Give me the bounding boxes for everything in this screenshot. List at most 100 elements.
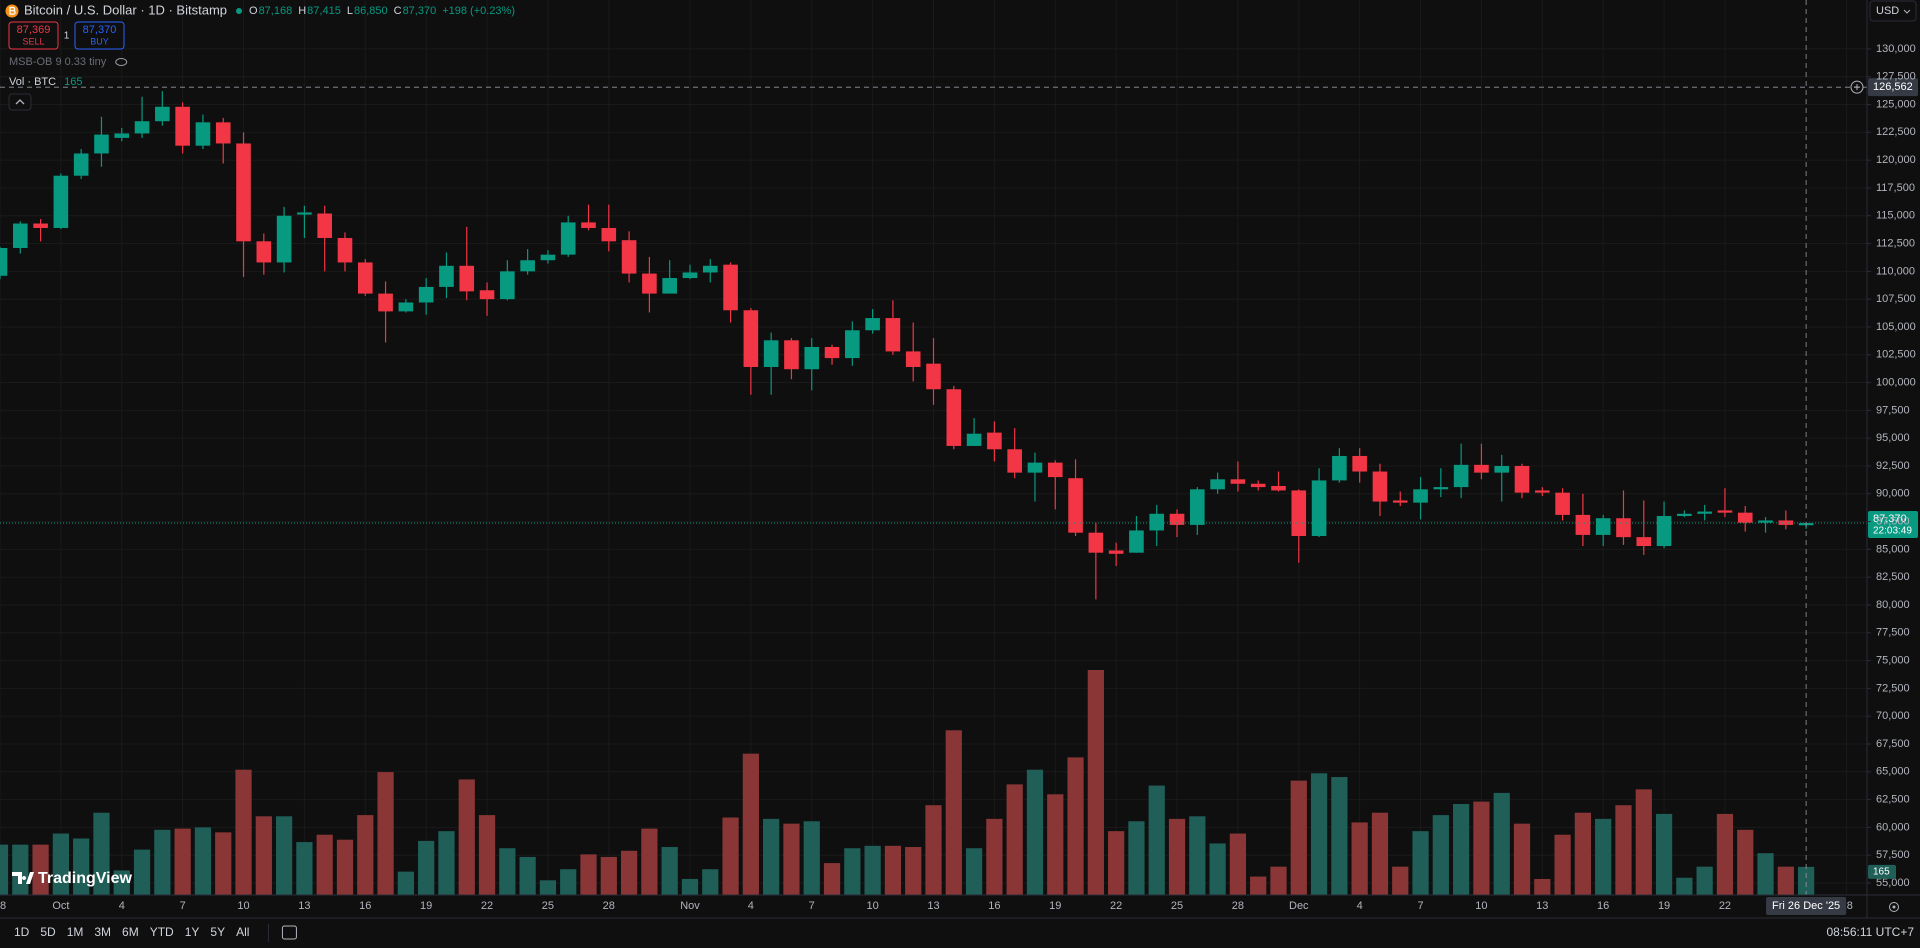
volume-bar [1310,773,1328,895]
volume-bar [52,833,69,895]
candle-body [1230,479,1246,484]
candle-body [337,237,353,263]
volume-bar [32,844,49,895]
ohlc-key: C [394,5,402,17]
volume-bar [560,869,577,895]
countdown: 22:03:49 [1873,526,1912,537]
volume-value: 165 [64,76,82,88]
range-button[interactable]: 3M [94,925,111,939]
volume-bar [1716,813,1734,895]
y-tick-label: 92,500 [1876,460,1910,472]
volume-bar [1676,877,1693,895]
range-button[interactable]: 1Y [185,925,200,939]
candle-body [905,351,921,367]
volume-bar [397,871,414,895]
candle-body [1453,464,1469,488]
volume-bar [133,849,151,895]
range-button[interactable]: 1D [14,925,30,939]
candle-body [804,346,820,370]
settings-icon[interactable] [1889,902,1899,912]
symbol-title[interactable]: Bitcoin / U.S. Dollar · 1D · Bitstamp [24,2,227,17]
status-dot [236,8,242,14]
candle-body [398,302,414,312]
price-pane [0,91,1814,600]
volume-bar [681,878,699,895]
currency-button[interactable] [1869,0,1917,22]
volume-bar [722,817,739,895]
volume-bar [458,779,475,895]
volume-bar [235,769,252,895]
indicator-volume[interactable]: Vol · BTC [9,76,56,88]
volume-bar [864,845,881,895]
x-tick-label: 7 [809,900,815,912]
candle-body [1271,485,1286,491]
volume-bar [519,856,536,895]
candle-body [865,318,880,331]
ohlc-legend: O 87,168 H 87,415 L 86,850 C 87,370 +198 (+0.23%… [236,5,515,17]
candle-body [439,265,454,287]
buy-label: BUY [90,36,109,46]
range-button[interactable]: 5D [40,925,56,939]
candle-body [1534,490,1550,493]
x-tick-label: 7 [1417,900,1423,912]
candle-body [114,133,130,138]
candle-body [946,389,962,446]
y-tick-label: 80,000 [1876,599,1910,611]
candle-body [1392,500,1408,503]
currency: USD [1876,5,1899,17]
candle-body [317,213,333,238]
visibility-icon[interactable] [115,58,128,66]
volume-bar [884,845,902,895]
indicator-msb[interactable]: MSB-OB 9 0.33 tiny [9,56,107,68]
volume-bar [965,848,983,895]
range-button[interactable]: 5Y [210,925,225,939]
candle-body [134,121,150,134]
range-button[interactable]: YTD [150,925,174,939]
buy-button[interactable] [74,21,125,50]
range-button[interactable]: 6M [122,925,139,939]
volume-bar [925,805,942,895]
volume-bar [1006,784,1023,895]
volume-bar [93,812,110,895]
add-alert-button[interactable] [1850,80,1864,94]
candle-body [1250,483,1266,488]
candle-body [357,262,373,294]
volume-bar [1798,866,1815,895]
y-tick-label: 100,000 [1876,376,1916,388]
collapse-button[interactable] [8,93,32,111]
volume-bar [905,847,922,895]
candle-body [479,290,495,300]
x-tick-label: 13 [1536,900,1548,912]
x-tick-label: 25 [1171,900,1183,912]
y-tick-label: 57,500 [1876,849,1910,861]
y-tick-label: 75,000 [1876,654,1910,666]
candle-body [1007,449,1022,473]
y-tick-label: 62,500 [1876,793,1910,805]
candle-body [1677,513,1692,517]
volume-bar [1087,670,1104,895]
clock: 08:56:11 UTC+7 [1827,925,1915,939]
volume-bar [336,839,354,895]
candle-body [1129,530,1144,553]
candle-body [1352,455,1367,472]
candle-body [763,340,779,367]
ohlc-value: 87,168 [259,5,293,17]
x-tick-label: Nov [680,900,700,912]
y-tick-label: 95,000 [1876,432,1910,444]
x-tick-label: 19 [1049,900,1061,912]
date-range-button[interactable] [281,925,297,940]
candle-body [73,153,89,176]
range-button[interactable]: All [236,925,249,939]
candle-body [0,247,8,276]
sell-button[interactable] [8,21,59,50]
range-button[interactable]: 1M [67,925,84,939]
candle-body [601,227,617,242]
candle-body [256,241,272,263]
candle-body [53,175,69,228]
candle-body [642,273,657,294]
candle-body [1332,455,1347,481]
volume-bar [499,848,516,895]
volume-bar [1574,812,1592,895]
volume-bar [73,838,90,895]
